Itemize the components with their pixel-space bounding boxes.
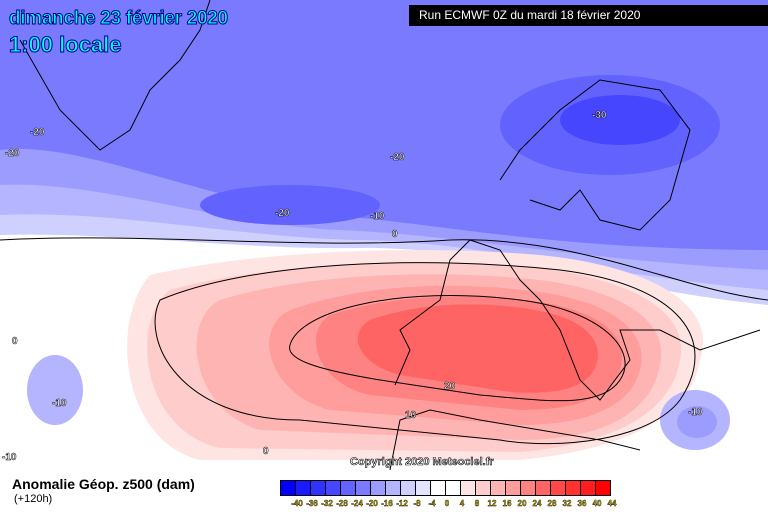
forecast-time: 1:00 locale (9, 32, 123, 58)
anomaly-map (0, 0, 768, 472)
contour-label: -10 (52, 398, 67, 410)
color-scale-cell (551, 481, 566, 495)
contour-label: 0 (392, 229, 398, 241)
legend-title: Anomalie Géop. z500 (dam) (12, 476, 195, 492)
color-scale-cell (476, 481, 491, 495)
color-scale-cell (566, 481, 581, 495)
contour-line-0 (0, 237, 768, 301)
color-scale-cell (371, 481, 386, 495)
color-scale-tick: -16 (381, 499, 393, 508)
color-scale-cell (326, 481, 341, 495)
color-scale-cell (581, 481, 596, 495)
contour-line-10 (154, 262, 696, 445)
color-scale-cell (401, 481, 416, 495)
color-scale-tick: 16 (502, 499, 512, 508)
legend-panel: Anomalie Géop. z500 (dam) (+120h) -40 -36… (0, 472, 768, 512)
color-scale-tick: -32 (321, 499, 333, 508)
color-scale-cell (416, 481, 431, 495)
color-scale-cell (431, 481, 446, 495)
color-scale-cell (461, 481, 476, 495)
coastline-africa (389, 409, 641, 471)
contour-label: 0 (263, 446, 269, 458)
contour-label: -10 (2, 452, 17, 464)
color-scale-cell (596, 481, 610, 495)
forecast-date: dimanche 23 février 2020 (9, 8, 229, 30)
contour-label: -20 (30, 127, 45, 139)
color-scale-tick: 4 (459, 499, 465, 508)
color-scale-cell (506, 481, 521, 495)
color-scale-tick: -36 (306, 499, 318, 508)
low-sw-atlantic (27, 355, 83, 425)
color-scale-cell (521, 481, 536, 495)
copyright: Copyright 2020 Meteociel.fr (350, 456, 494, 469)
color-scale-tick: -20 (366, 499, 378, 508)
low-east-med-core (677, 406, 717, 438)
contour-label: -20 (390, 152, 405, 164)
color-scale-cell (446, 481, 461, 495)
color-scale-tick: 20 (517, 499, 527, 508)
contour-label: -10 (688, 407, 703, 419)
color-scale-cell (536, 481, 551, 495)
contour-label: 10 (405, 410, 417, 422)
color-scale-cell (386, 481, 401, 495)
low-scandinavia-core (560, 95, 680, 145)
color-scale-tick: 36 (577, 499, 587, 508)
legend-subtitle: (+120h) (14, 493, 53, 505)
color-scale-tick: 40 (592, 499, 602, 508)
coastline-scandinavia (499, 79, 691, 231)
color-scale-cell (341, 481, 356, 495)
color-scale-cell (281, 481, 296, 495)
run-info: Run ECMWF 0Z du mardi 18 février 2020 (409, 5, 768, 26)
color-scale-tick: -12 (396, 499, 408, 508)
color-scale-tick: 24 (532, 499, 542, 508)
contour-label: -30 (592, 110, 607, 122)
color-scale-tick: 44 (607, 499, 617, 508)
color-scale-tick: 12 (487, 499, 497, 508)
color-scale-tick: -4 (428, 499, 436, 508)
band-plus28 (357, 304, 598, 393)
color-scale-tick: -8 (413, 499, 421, 508)
color-scale-tick: 8 (474, 499, 480, 508)
contour-line-20 (289, 295, 626, 402)
color-scale-tick: 32 (562, 499, 572, 508)
color-scale-tick: -40 (291, 499, 303, 508)
color-scale-cell (296, 481, 311, 495)
coastline-europe (394, 239, 761, 401)
contour-label: -20 (275, 208, 290, 220)
color-scale-cell (311, 481, 326, 495)
contour-label: -20 (5, 148, 20, 160)
contour-label: 0 (12, 336, 18, 348)
coastline-greenland (19, 0, 211, 151)
color-scale-tick: -28 (336, 499, 348, 508)
color-scale-tick: 28 (547, 499, 557, 508)
low-west-atlantic (200, 185, 380, 225)
color-scale-cell (356, 481, 371, 495)
color-scale-tick: 0 (444, 499, 450, 508)
contour-label: 20 (444, 381, 456, 393)
color-scale (280, 480, 611, 496)
color-scale-cell (491, 481, 506, 495)
contour-label: -10 (370, 211, 385, 223)
color-scale-tick: -24 (351, 499, 363, 508)
